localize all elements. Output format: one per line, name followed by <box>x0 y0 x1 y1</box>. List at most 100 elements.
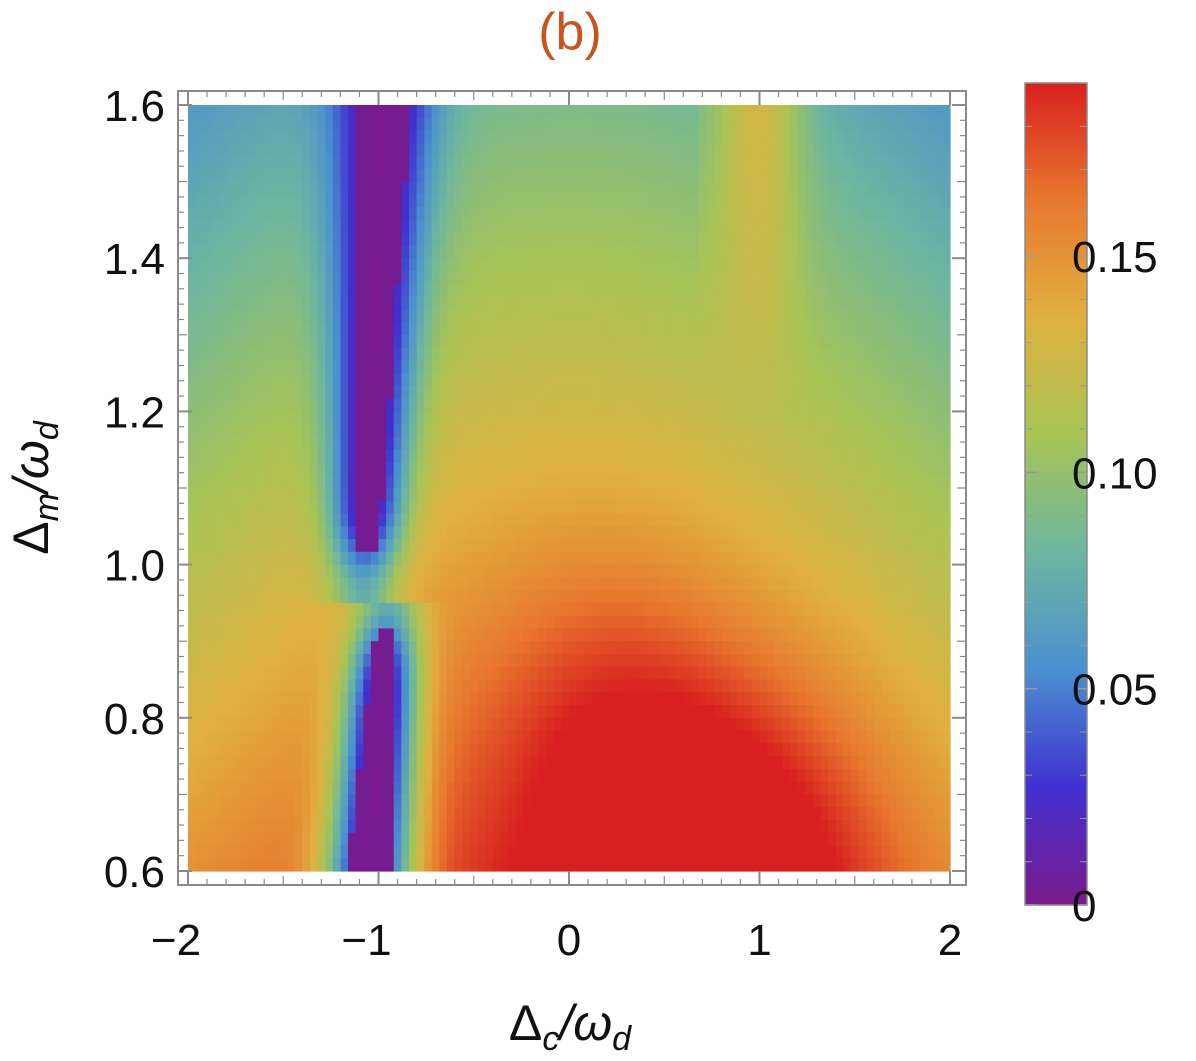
heatmap-cell <box>271 143 281 157</box>
heatmap-cell <box>683 717 692 732</box>
heatmap-cell <box>690 424 700 438</box>
heatmap-cell <box>309 117 319 132</box>
heatmap-cell <box>911 615 921 630</box>
heatmap-cell <box>370 130 380 144</box>
heatmap-cell <box>934 347 943 361</box>
heatmap-cell <box>294 513 303 527</box>
heatmap-cell <box>538 207 547 221</box>
heatmap-cell <box>401 717 410 732</box>
heatmap-cell <box>614 513 623 527</box>
heatmap-cell <box>203 551 212 566</box>
heatmap-cell <box>706 641 715 655</box>
heatmap-cell <box>500 156 509 170</box>
heatmap-cell <box>500 590 509 604</box>
heatmap-cell <box>188 245 197 259</box>
heatmap-cell <box>401 641 410 655</box>
heatmap-cell <box>797 309 806 323</box>
heatmap-cell <box>241 730 250 744</box>
heatmap-cell <box>561 705 570 719</box>
heatmap-cell <box>416 309 425 323</box>
heatmap-cell <box>645 615 654 630</box>
heatmap-cell <box>660 475 669 489</box>
heatmap-cell <box>812 105 822 119</box>
heatmap-cell <box>462 500 471 515</box>
heatmap-cell <box>393 653 402 668</box>
heatmap-cell <box>645 436 654 451</box>
heatmap-cell <box>683 309 692 323</box>
heatmap-cell <box>789 168 799 183</box>
heatmap-cell <box>325 462 334 476</box>
heatmap-cell <box>340 105 349 119</box>
heatmap-cell <box>203 449 212 464</box>
heatmap-cell <box>652 653 662 668</box>
heatmap-cell <box>492 513 502 527</box>
heatmap-cell <box>774 168 783 183</box>
heatmap-cell <box>309 322 319 336</box>
heatmap-cell <box>233 194 242 208</box>
heatmap-cell <box>767 653 776 668</box>
heatmap-cell <box>690 449 700 464</box>
heatmap-cell <box>469 436 479 451</box>
heatmap-cell <box>866 539 875 553</box>
heatmap-cell <box>317 679 326 693</box>
heatmap-cell <box>515 105 524 119</box>
heatmap-cell <box>363 385 372 400</box>
heatmap-cell <box>530 564 540 578</box>
heatmap-cell <box>858 398 867 412</box>
heatmap-cell <box>668 488 677 502</box>
heatmap-cell <box>759 322 768 336</box>
heatmap-cell <box>424 628 433 642</box>
heatmap-cell <box>904 462 913 476</box>
heatmap-cell <box>454 207 463 221</box>
heatmap-cell <box>828 283 837 298</box>
heatmap-cell <box>287 475 296 489</box>
heatmap-cell <box>706 105 715 119</box>
heatmap-cell <box>218 168 227 183</box>
heatmap-cell <box>546 717 555 732</box>
heatmap-cell <box>919 398 928 412</box>
heatmap-cell <box>698 207 707 221</box>
heatmap-cell <box>607 270 616 285</box>
heatmap-cell <box>645 207 654 221</box>
heatmap-cell <box>805 245 814 259</box>
heatmap-cell <box>340 539 349 553</box>
heatmap-cell <box>248 500 258 515</box>
heatmap-cell <box>789 398 799 412</box>
heatmap-cell <box>835 322 844 336</box>
heatmap-cell <box>721 717 730 732</box>
heatmap-cell <box>614 666 623 681</box>
heatmap-cell <box>264 641 273 655</box>
heatmap-cell <box>820 564 829 578</box>
heatmap-cell <box>866 602 875 617</box>
heatmap-cell <box>622 615 631 630</box>
heatmap-cell <box>210 334 220 349</box>
heatmap-cell <box>873 322 883 336</box>
heatmap-cell <box>348 449 357 464</box>
heatmap-cell <box>538 730 547 744</box>
heatmap-cell <box>401 513 410 527</box>
heatmap-cell <box>736 590 745 604</box>
heatmap-cell <box>599 462 608 476</box>
heatmap-cell <box>530 168 540 183</box>
heatmap-cell <box>538 615 547 630</box>
heatmap-cell <box>309 526 319 540</box>
heatmap-cell <box>828 322 837 336</box>
heatmap-cell <box>896 679 905 693</box>
heatmap-cell <box>858 564 867 578</box>
heatmap-cell <box>416 194 425 208</box>
heatmap-cell <box>248 462 258 476</box>
heatmap-cell <box>546 385 555 400</box>
heatmap-cell <box>607 424 616 438</box>
heatmap-cell <box>881 283 890 298</box>
heatmap-cell <box>508 475 517 489</box>
heatmap-cell <box>820 411 829 425</box>
heatmap-cell <box>911 641 921 655</box>
heatmap-cell <box>614 181 623 195</box>
heatmap-cell <box>942 539 951 553</box>
heatmap-cell <box>378 181 387 195</box>
heatmap-cell <box>690 322 700 336</box>
heatmap-cell <box>210 602 220 617</box>
heatmap-cell <box>203 219 212 234</box>
heatmap-cell <box>355 462 364 476</box>
heatmap-cell <box>416 564 425 578</box>
